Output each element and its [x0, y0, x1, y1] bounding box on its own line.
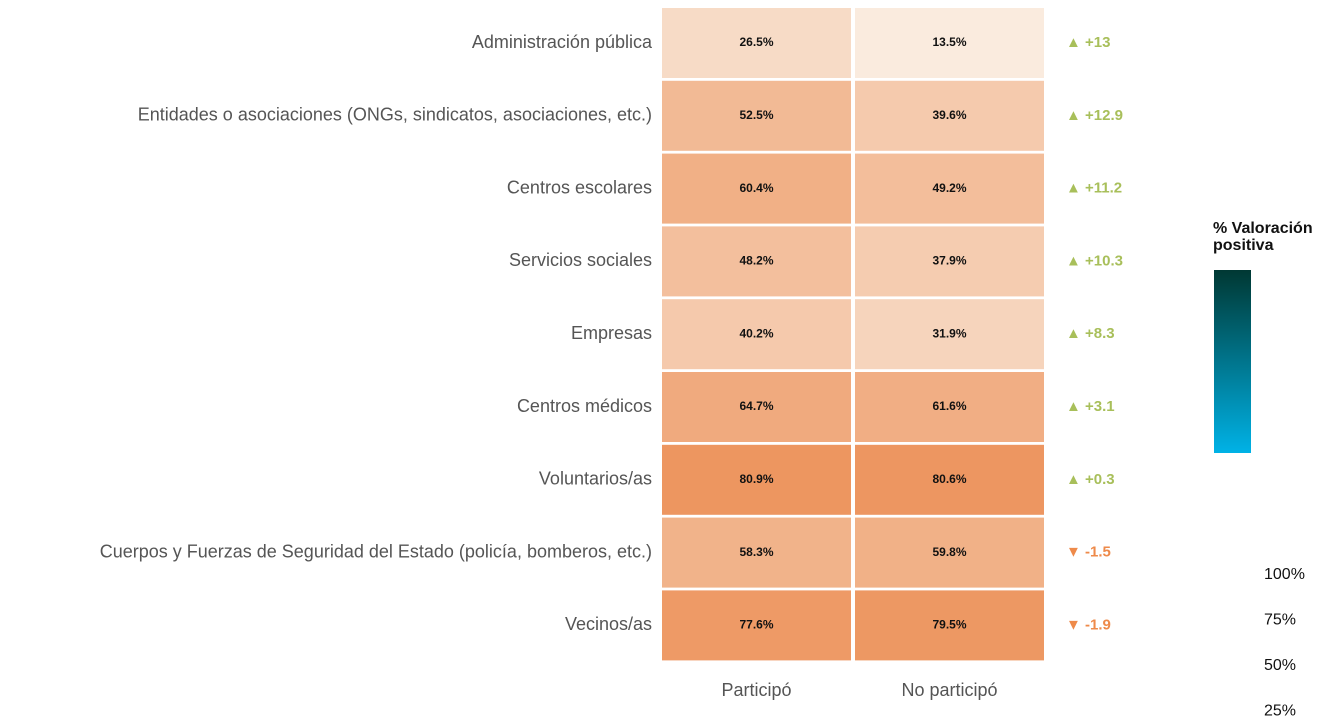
cell: [662, 372, 851, 442]
cell-label: 61.6%: [932, 399, 966, 413]
cell-label: 52.5%: [739, 108, 773, 122]
cell-label: 40.2%: [739, 326, 773, 340]
cell: [855, 8, 1044, 78]
cell-label: 64.7%: [739, 399, 773, 413]
cell: [662, 517, 851, 588]
difference-label: ▲ +10.3: [1066, 252, 1123, 269]
legend-tick-label: 100%: [1264, 566, 1305, 583]
legend-tick-label: 50%: [1264, 657, 1296, 674]
cell: [855, 153, 1044, 224]
cell-label: 26.5%: [739, 35, 773, 49]
row-label: Cuerpos y Fuerzas de Seguridad del Estad…: [100, 541, 652, 561]
cell: [662, 590, 851, 661]
cell-label: 80.9%: [739, 472, 773, 486]
colorbar: [1214, 270, 1251, 453]
cell-label: 37.9%: [932, 254, 966, 268]
row-label: Administración pública: [472, 32, 653, 52]
column-label: Participó: [721, 680, 791, 700]
row-label: Vecinos/as: [565, 614, 652, 634]
row-label: Entidades o asociaciones (ONGs, sindicat…: [138, 105, 652, 125]
difference-label: ▼ -1.5: [1066, 544, 1111, 561]
cell: [855, 299, 1044, 370]
cell-label: 58.3%: [739, 545, 773, 559]
row-label: Centros médicos: [517, 396, 652, 416]
row-label: Voluntarios/as: [539, 469, 652, 489]
cell: [855, 372, 1044, 442]
legend-tick-label: 75%: [1264, 612, 1296, 629]
difference-label: ▲ +8.3: [1066, 325, 1115, 342]
cell-label: 31.9%: [932, 326, 966, 340]
cell: [855, 590, 1044, 661]
row-label: Empresas: [571, 323, 652, 343]
cell: [662, 80, 851, 151]
cell: [662, 153, 851, 224]
difference-label: ▲ +13: [1066, 34, 1110, 51]
cell-label: 79.5%: [932, 618, 966, 632]
cell: [855, 444, 1044, 515]
cell: [662, 444, 851, 515]
legend-tick-label: 25%: [1264, 703, 1296, 718]
difference-label: ▼ -1.9: [1066, 616, 1111, 633]
difference-label: ▲ +12.9: [1066, 107, 1123, 124]
legend-title: % Valoración positiva: [1213, 220, 1313, 254]
difference-label: ▲ +0.3: [1066, 471, 1115, 488]
cell-label: 80.6%: [932, 472, 966, 486]
cell: [662, 299, 851, 370]
column-label: No participó: [901, 680, 997, 700]
cell: [855, 80, 1044, 151]
cell: [855, 226, 1044, 297]
cell-label: 60.4%: [739, 181, 773, 195]
cell-label: 39.6%: [932, 108, 966, 122]
difference-label: ▲ +11.2: [1066, 180, 1122, 197]
cell-label: 59.8%: [932, 545, 966, 559]
cell: [662, 8, 851, 78]
cell: [855, 517, 1044, 588]
row-label: Centros escolares: [507, 177, 652, 197]
cell: [662, 226, 851, 297]
row-label: Servicios sociales: [509, 250, 652, 270]
cell-label: 49.2%: [932, 181, 966, 195]
cell-label: 77.6%: [739, 618, 773, 632]
cell-label: 13.5%: [932, 35, 966, 49]
cell-label: 48.2%: [739, 254, 773, 268]
difference-label: ▲ +3.1: [1066, 398, 1115, 415]
